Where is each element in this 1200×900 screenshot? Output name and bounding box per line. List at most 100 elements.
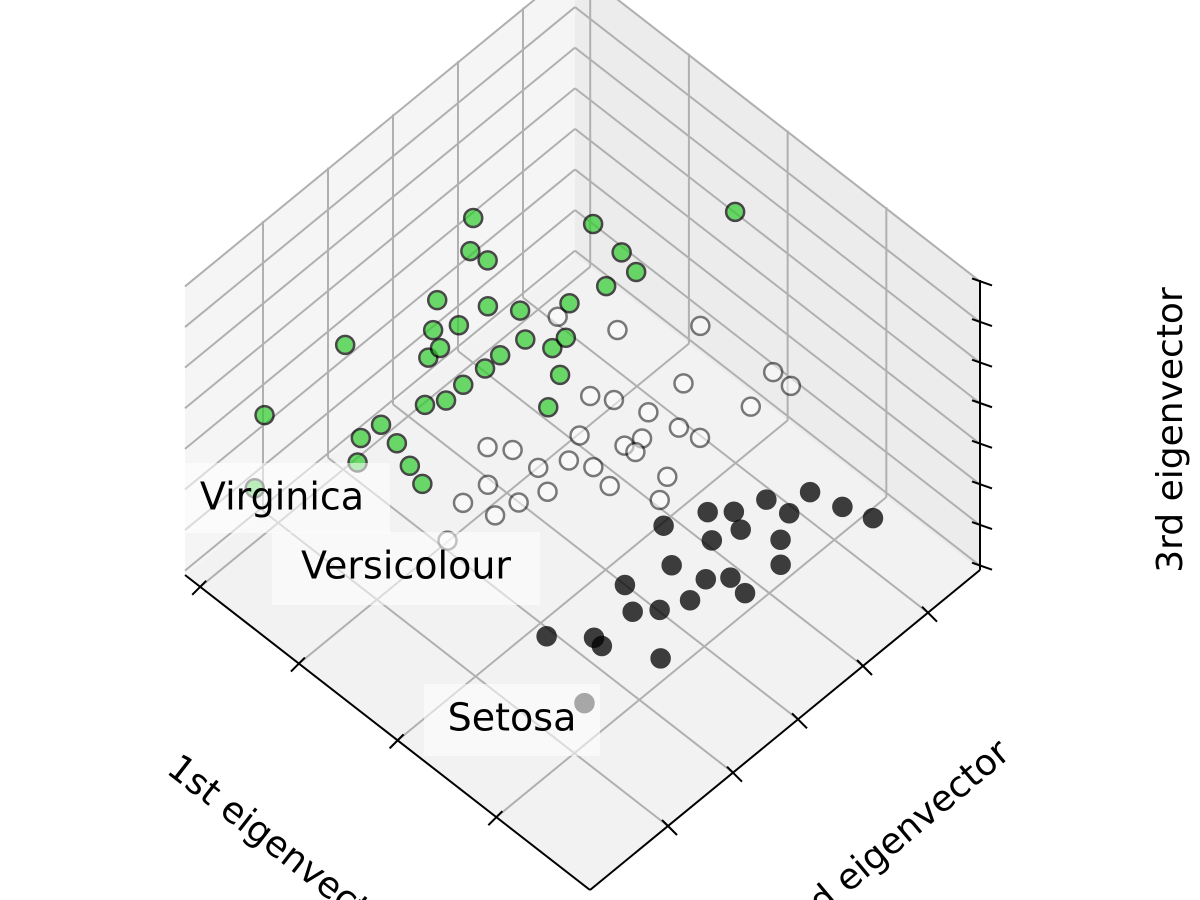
data-point: [661, 554, 682, 576]
data-point: [690, 315, 711, 337]
data-point: [386, 433, 408, 454]
x-tick-mark: [191, 580, 207, 596]
data-point: [668, 417, 690, 438]
grid-line: [522, 296, 929, 614]
data-point: [730, 519, 751, 540]
x-tick-mark: [388, 733, 405, 750]
floor-pane: [185, 255, 980, 890]
data-point: [673, 373, 694, 394]
data-point: [453, 374, 474, 395]
data-point: [799, 481, 821, 503]
x-axis-line: [184, 574, 591, 891]
data-point: [650, 648, 671, 669]
grid-line: [574, 128, 981, 445]
data-point: [770, 554, 791, 576]
z-tick-mark: [971, 277, 993, 287]
data-point: [778, 503, 800, 524]
axes: [184, 277, 993, 891]
z-axis-label: 3rd eigenvector: [1150, 287, 1191, 573]
data-point: [599, 475, 620, 497]
data-point: [254, 404, 275, 426]
data-point: [474, 358, 496, 379]
data-point: [429, 337, 451, 359]
data-point: [334, 334, 356, 356]
data-point: [679, 590, 701, 611]
grid-line: [184, 87, 576, 410]
data-point: [502, 439, 523, 461]
x-axis-label: 1st eigenvector: [159, 747, 406, 900]
x-tick-mark: [487, 810, 504, 826]
left-wall-pane: [185, 0, 575, 575]
y-axis-label: 2nd eigenvector: [766, 731, 1018, 900]
data-point: [477, 296, 499, 317]
label-box: [178, 463, 390, 533]
data-point: [603, 389, 625, 411]
data-point: [723, 501, 745, 522]
data-point: [542, 337, 563, 359]
data-point: [484, 505, 506, 526]
label-box: [272, 532, 540, 605]
data-point: [611, 242, 632, 263]
data-point: [435, 390, 457, 411]
x-tick-mark: [290, 656, 306, 673]
grid-line: [184, 6, 576, 328]
data-point: [399, 455, 421, 477]
data-point: [622, 601, 643, 623]
y-tick-mark: [726, 765, 743, 783]
grid-line: [184, 0, 536, 288]
grid-line: [574, 168, 981, 486]
data-point: [549, 364, 571, 386]
y-tick-mark: [856, 659, 873, 676]
data-point: [579, 385, 601, 407]
data-point: [724, 201, 746, 223]
data-point: [583, 456, 604, 478]
data-point: [762, 361, 784, 383]
data-point: [740, 396, 762, 417]
data-point: [422, 319, 444, 341]
data-point: [538, 396, 559, 418]
data-point: [638, 401, 659, 423]
z-tick-mark: [971, 521, 993, 530]
z-tick-mark: [971, 318, 993, 327]
grid-line: [616, 0, 981, 283]
data-point: [697, 501, 718, 523]
cluster-label: Versicolour: [301, 544, 511, 588]
data-point: [734, 582, 756, 604]
data-point: [770, 529, 791, 551]
data-point: [689, 427, 711, 449]
data-point: [569, 425, 590, 446]
data-point: [701, 530, 723, 551]
data-point: [595, 275, 617, 297]
data-point: [695, 569, 717, 590]
data-point: [614, 574, 636, 596]
data-point: [452, 492, 474, 514]
grid-line: [298, 342, 690, 665]
data-point: [370, 414, 392, 435]
data-point: [509, 300, 531, 321]
data-point: [720, 567, 741, 588]
data-point: [515, 329, 536, 350]
data-point: [414, 394, 436, 416]
y-tick-mark: [791, 712, 808, 730]
data-point: [350, 427, 372, 449]
data-point: [508, 492, 529, 513]
data-point: [582, 213, 604, 235]
z-tick-mark: [971, 399, 993, 409]
data-point: [649, 599, 670, 621]
grid-line: [574, 6, 981, 323]
grid-line: [184, 128, 576, 450]
cluster-label: Setosa: [448, 696, 577, 740]
y-tick-mark: [661, 819, 678, 836]
grid-line: [327, 456, 734, 774]
cluster-label: Virginica: [200, 475, 364, 519]
data-point: [780, 375, 802, 397]
y-axis-line: [589, 569, 981, 891]
data-point: [527, 457, 549, 479]
grid-line: [199, 266, 591, 588]
z-tick-mark: [971, 480, 993, 490]
z-tick-mark: [971, 561, 993, 571]
data-point: [448, 314, 470, 336]
data-point: [547, 306, 568, 327]
